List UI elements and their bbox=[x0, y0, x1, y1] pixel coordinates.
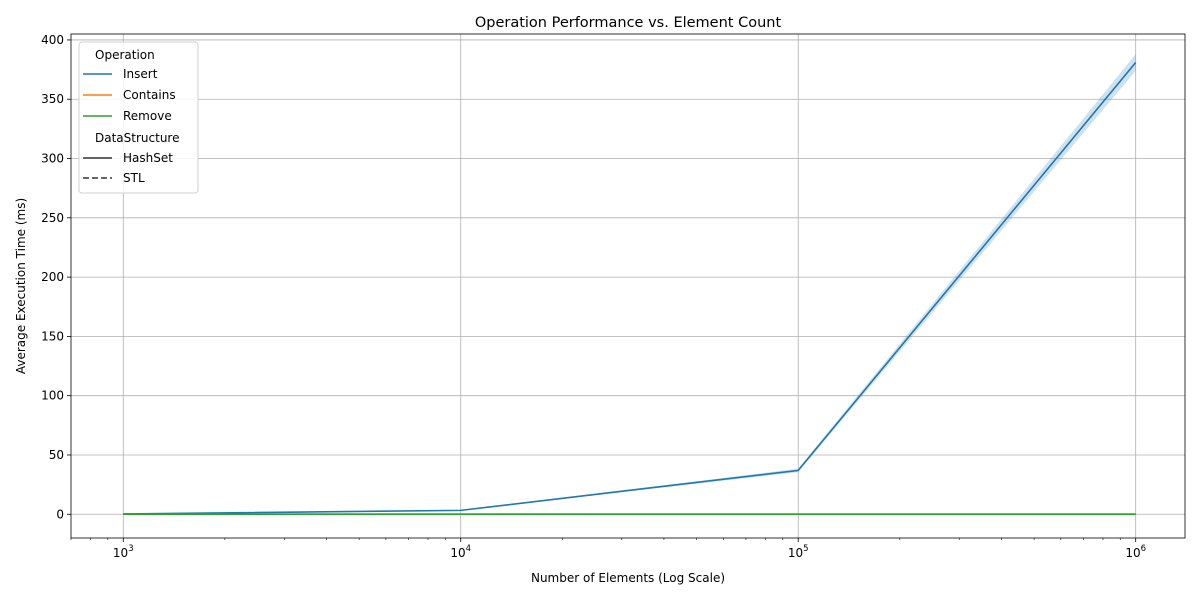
grid bbox=[71, 34, 1185, 538]
y-tick-label: 300 bbox=[41, 152, 64, 166]
y-axis-label: Average Execution Time (ms) bbox=[14, 198, 28, 374]
y-tick-label: 50 bbox=[49, 448, 64, 462]
legend: Operation Insert Contains Remove DataStructu… bbox=[79, 42, 198, 193]
series-lines bbox=[123, 62, 1135, 514]
legend-title-datastructure: DataStructure bbox=[95, 131, 179, 145]
legend-label: Insert bbox=[123, 67, 158, 81]
y-tick-label: 350 bbox=[41, 92, 64, 106]
legend-label: Remove bbox=[123, 109, 172, 123]
x-tick-label: 103 bbox=[113, 544, 134, 560]
y-tick-label: 400 bbox=[41, 33, 64, 47]
y-tick-label: 100 bbox=[41, 389, 64, 403]
legend-label: HashSet bbox=[123, 151, 173, 165]
x-axis-label: Number of Elements (Log Scale) bbox=[531, 571, 725, 585]
y-tick-label: 200 bbox=[41, 270, 64, 284]
chart-title: Operation Performance vs. Element Count bbox=[475, 15, 782, 31]
y-tick-label: 0 bbox=[56, 507, 64, 521]
y-tick-label: 250 bbox=[41, 211, 64, 225]
legend-label: Contains bbox=[123, 88, 176, 102]
series-line bbox=[123, 62, 1135, 513]
legend-label: STL bbox=[123, 171, 145, 185]
plot-frame bbox=[71, 34, 1185, 538]
confidence-bands bbox=[123, 54, 1135, 514]
confidence-band bbox=[123, 54, 1135, 514]
x-tick-label: 104 bbox=[450, 544, 471, 560]
y-tick-label: 150 bbox=[41, 329, 64, 343]
x-tick-label: 105 bbox=[788, 544, 809, 560]
x-tick-label: 106 bbox=[1125, 544, 1146, 560]
legend-title-operation: Operation bbox=[95, 48, 155, 62]
axis-ticks: 0 50 100 150 200 250 300 350 400 103 104 105 106 bbox=[41, 33, 1146, 560]
